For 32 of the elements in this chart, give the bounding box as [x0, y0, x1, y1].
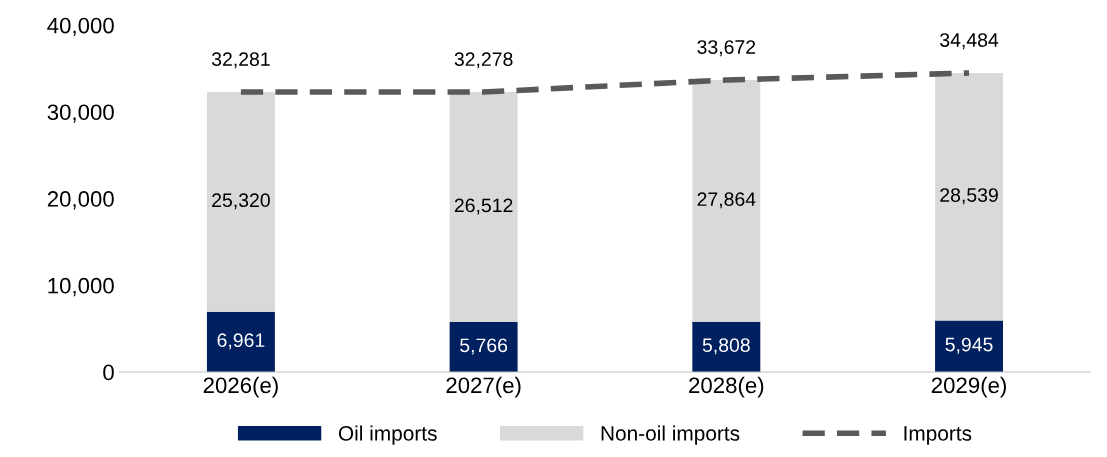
bar [935, 72, 1004, 321]
x-tick-label: 2026(e) [203, 376, 278, 398]
y-tick-label: 30,000 [47, 104, 114, 123]
legend-label: Non-oil imports [601, 425, 740, 445]
y-tick-label: 10,000 [48, 277, 114, 297]
legend-label: Imports [904, 426, 972, 445]
data-label: 32,278 [454, 52, 513, 69]
bar [206, 92, 275, 312]
legend-label: Oil imports [338, 425, 437, 445]
data-label: 5,766 [460, 338, 508, 355]
bar [692, 321, 761, 372]
bar [692, 80, 761, 322]
data-label: 34,484 [940, 33, 999, 50]
x-tick-label: 2029(e) [931, 376, 1006, 398]
data-label: 5,945 [945, 337, 993, 354]
bar [449, 322, 518, 372]
data-label: 25,320 [212, 193, 270, 210]
bar [206, 311, 275, 372]
data-label: 5,808 [702, 338, 750, 355]
bar [935, 320, 1004, 372]
data-label: 6,961 [217, 333, 265, 350]
y-tick-label: 0 [103, 364, 114, 381]
x-tick-label: 2028(e) [689, 376, 764, 398]
data-label: 32,281 [211, 52, 270, 69]
bar [449, 92, 518, 322]
data-label: 27,864 [697, 192, 756, 209]
data-label: 33,672 [697, 40, 756, 57]
data-label: 28,539 [940, 188, 998, 205]
x-tick-label: 2027(e) [446, 376, 521, 398]
data-label: 26,512 [454, 198, 513, 215]
y-tick-label: 20,000 [47, 191, 114, 210]
y-tick-label: 40,000 [47, 17, 114, 37]
